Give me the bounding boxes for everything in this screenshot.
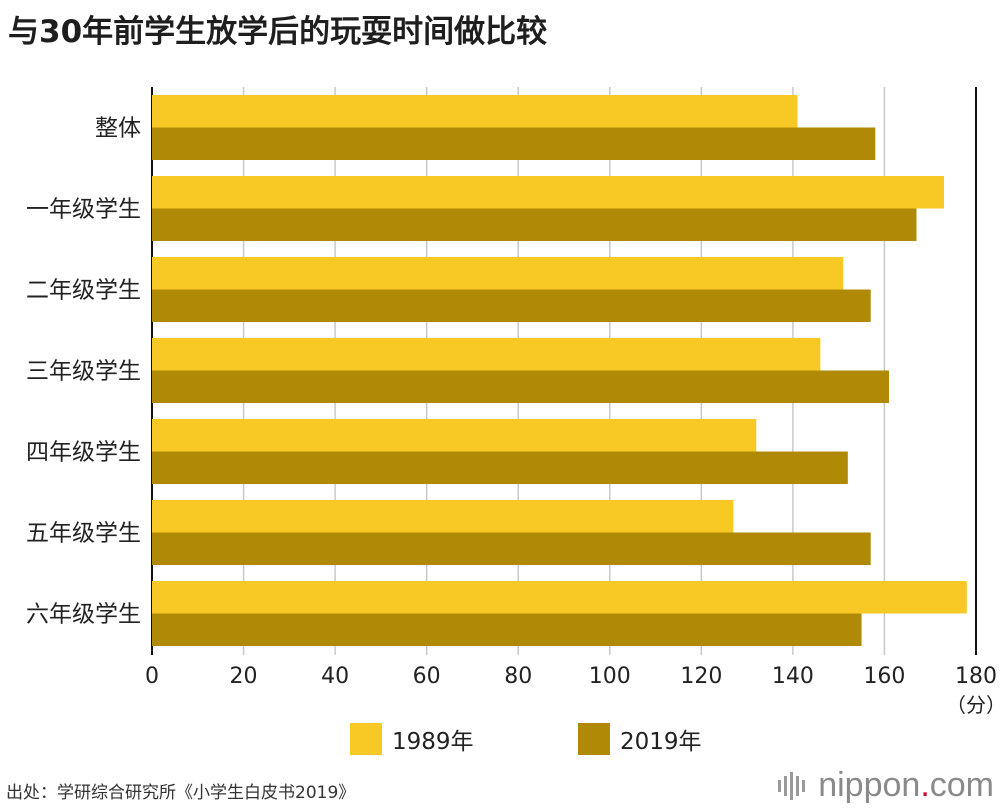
category-label: 整体 bbox=[95, 116, 141, 142]
nippon-logo: nippon. com bbox=[778, 766, 994, 805]
x-tick-label: 100 bbox=[589, 664, 631, 689]
category-label: 一年级学生 bbox=[26, 197, 141, 223]
legend-item-2019: 2019年 bbox=[578, 722, 702, 756]
bar-2019 bbox=[152, 613, 862, 646]
bar-2019 bbox=[152, 208, 917, 241]
x-tick-label: 140 bbox=[772, 664, 814, 689]
x-unit-label: （分） bbox=[946, 693, 1000, 717]
bar-1989 bbox=[152, 95, 798, 128]
bar-2019 bbox=[152, 370, 890, 403]
category-label: 四年级学生 bbox=[26, 440, 141, 466]
label-layer: 0 20 40 60 80 100 120 140 160 180 （分） 整体一年级学生二年级学生三… bbox=[26, 116, 1000, 718]
legend-item-1989: 1989年 bbox=[350, 722, 474, 756]
bar-chart: 0 20 40 60 80 100 120 140 160 180 （分） 整体一年级学生二年级学生三… bbox=[26, 87, 1000, 718]
x-tick-label: 120 bbox=[680, 664, 722, 689]
legend-swatch-2019 bbox=[578, 723, 610, 755]
x-tick-label: 160 bbox=[863, 664, 905, 689]
category-label: 三年级学生 bbox=[26, 359, 141, 385]
x-tick-label: 60 bbox=[413, 664, 441, 689]
x-tick-label: 80 bbox=[504, 664, 532, 689]
bar-2019 bbox=[152, 532, 871, 565]
category-label: 五年级学生 bbox=[26, 521, 141, 547]
bar-2019 bbox=[152, 127, 876, 160]
category-label: 六年级学生 bbox=[26, 602, 141, 628]
category-label: 二年级学生 bbox=[26, 278, 141, 304]
bar-1989 bbox=[152, 419, 757, 452]
x-tick-label: 180 bbox=[955, 664, 997, 689]
chart-title: 与30年前学生放学后的玩耍时间做比较 bbox=[8, 14, 548, 50]
legend-label-2019: 2019年 bbox=[620, 729, 702, 755]
bar-1989 bbox=[152, 176, 944, 209]
bar-2019 bbox=[152, 289, 871, 322]
bar-1989 bbox=[152, 338, 821, 371]
logo-bars-icon bbox=[778, 771, 808, 800]
bar-1989 bbox=[152, 257, 844, 290]
logo-text-com: com bbox=[929, 766, 994, 804]
x-tick-label: 40 bbox=[321, 664, 349, 689]
logo-dot: . bbox=[920, 766, 930, 804]
source-note: 出处：学研综合研究所《小学生白皮书2019》 bbox=[6, 783, 356, 803]
bar-2019 bbox=[152, 451, 848, 484]
bar-1989 bbox=[152, 500, 734, 533]
x-tick-label: 0 bbox=[145, 664, 159, 689]
bar-1989 bbox=[152, 581, 967, 614]
bar-layer bbox=[152, 95, 967, 646]
x-tick-label: 20 bbox=[230, 664, 258, 689]
legend-label-1989: 1989年 bbox=[392, 729, 474, 755]
logo-text: nippon bbox=[818, 766, 921, 804]
legend-swatch-1989 bbox=[350, 723, 382, 755]
